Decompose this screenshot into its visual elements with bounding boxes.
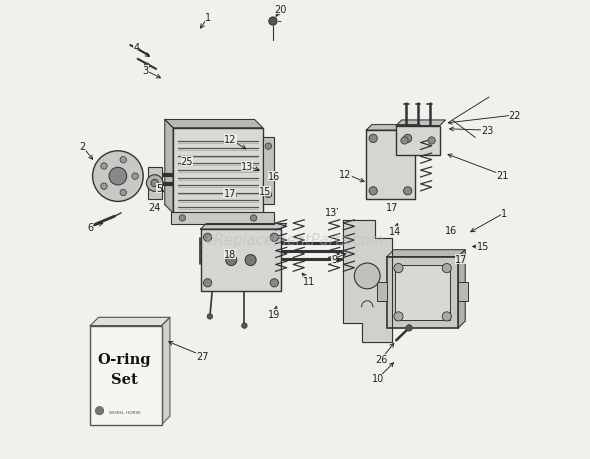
Bar <box>263 138 274 204</box>
Text: 3: 3 <box>142 66 149 76</box>
Bar <box>148 168 162 200</box>
Circle shape <box>204 279 212 287</box>
Polygon shape <box>343 220 392 342</box>
Circle shape <box>146 175 163 192</box>
Text: 17: 17 <box>455 254 468 264</box>
Bar <box>377 283 387 301</box>
Text: 14: 14 <box>389 227 401 237</box>
Text: 10: 10 <box>372 374 384 384</box>
Text: 9: 9 <box>331 254 337 264</box>
Circle shape <box>394 312 403 321</box>
Text: 5: 5 <box>156 183 162 193</box>
Text: 4: 4 <box>133 43 139 53</box>
Circle shape <box>404 187 412 196</box>
Circle shape <box>401 138 408 145</box>
Text: 18: 18 <box>224 250 236 260</box>
Polygon shape <box>165 120 173 213</box>
Circle shape <box>269 18 277 26</box>
Bar <box>395 265 450 320</box>
Circle shape <box>226 255 237 266</box>
Polygon shape <box>90 318 170 326</box>
Circle shape <box>132 174 138 180</box>
Text: 23: 23 <box>481 126 493 136</box>
Circle shape <box>207 314 212 319</box>
Text: 6: 6 <box>87 222 93 232</box>
Text: 13: 13 <box>241 161 253 171</box>
Circle shape <box>151 180 158 187</box>
Text: 16: 16 <box>268 172 280 182</box>
Text: 12: 12 <box>224 135 237 145</box>
Text: O-ring: O-ring <box>98 353 151 366</box>
Circle shape <box>93 151 143 202</box>
Circle shape <box>406 325 412 331</box>
Circle shape <box>179 215 185 222</box>
Bar <box>387 257 458 328</box>
Circle shape <box>96 407 104 415</box>
Circle shape <box>265 144 271 150</box>
Text: 20: 20 <box>274 5 287 15</box>
Circle shape <box>120 190 126 196</box>
Polygon shape <box>458 250 465 328</box>
Text: 19: 19 <box>268 309 280 319</box>
Bar <box>173 129 263 213</box>
Circle shape <box>369 135 378 143</box>
Circle shape <box>245 255 256 266</box>
Polygon shape <box>201 224 287 230</box>
Polygon shape <box>387 250 465 257</box>
Circle shape <box>394 264 403 273</box>
Circle shape <box>442 312 451 321</box>
Text: 1: 1 <box>502 208 507 218</box>
Text: 24: 24 <box>149 202 161 213</box>
Circle shape <box>242 323 247 329</box>
Text: 11: 11 <box>303 276 315 286</box>
Bar <box>396 126 440 156</box>
Bar <box>366 131 415 200</box>
Polygon shape <box>162 318 170 425</box>
Text: 15: 15 <box>259 187 271 197</box>
Circle shape <box>265 192 271 198</box>
Polygon shape <box>396 121 445 126</box>
Text: 17: 17 <box>224 189 236 199</box>
Text: 17: 17 <box>386 202 399 213</box>
Circle shape <box>404 135 412 143</box>
Text: 13: 13 <box>324 207 337 217</box>
Circle shape <box>204 234 212 242</box>
Bar <box>171 212 274 225</box>
Text: 26: 26 <box>375 354 388 364</box>
Circle shape <box>120 157 126 163</box>
Bar <box>458 283 468 301</box>
Circle shape <box>355 263 380 289</box>
Bar <box>201 230 281 291</box>
Circle shape <box>270 279 278 287</box>
Circle shape <box>442 264 451 273</box>
Polygon shape <box>366 125 420 131</box>
Circle shape <box>428 138 435 145</box>
Text: 2: 2 <box>80 142 86 152</box>
Text: 1: 1 <box>205 13 211 23</box>
Text: eReplacementParts.com: eReplacementParts.com <box>205 232 385 247</box>
Bar <box>90 326 162 425</box>
Circle shape <box>101 163 107 170</box>
Circle shape <box>101 184 107 190</box>
Circle shape <box>270 234 278 242</box>
Circle shape <box>250 215 257 222</box>
Polygon shape <box>165 120 263 129</box>
Text: 16: 16 <box>445 225 457 235</box>
Circle shape <box>144 64 150 69</box>
Circle shape <box>109 168 127 185</box>
Text: 15: 15 <box>477 242 489 252</box>
Text: 25: 25 <box>181 157 193 167</box>
Circle shape <box>369 187 378 196</box>
Text: WHEEL HORSE: WHEEL HORSE <box>109 410 140 414</box>
Text: 22: 22 <box>509 111 521 121</box>
Text: 21: 21 <box>496 170 508 180</box>
Text: 27: 27 <box>196 351 208 361</box>
Text: 12: 12 <box>339 169 352 179</box>
Text: Set: Set <box>111 372 138 386</box>
